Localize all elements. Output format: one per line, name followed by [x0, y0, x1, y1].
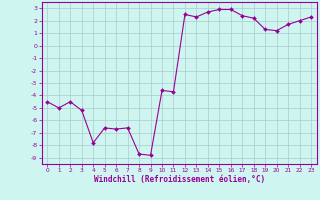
X-axis label: Windchill (Refroidissement éolien,°C): Windchill (Refroidissement éolien,°C)	[94, 175, 265, 184]
